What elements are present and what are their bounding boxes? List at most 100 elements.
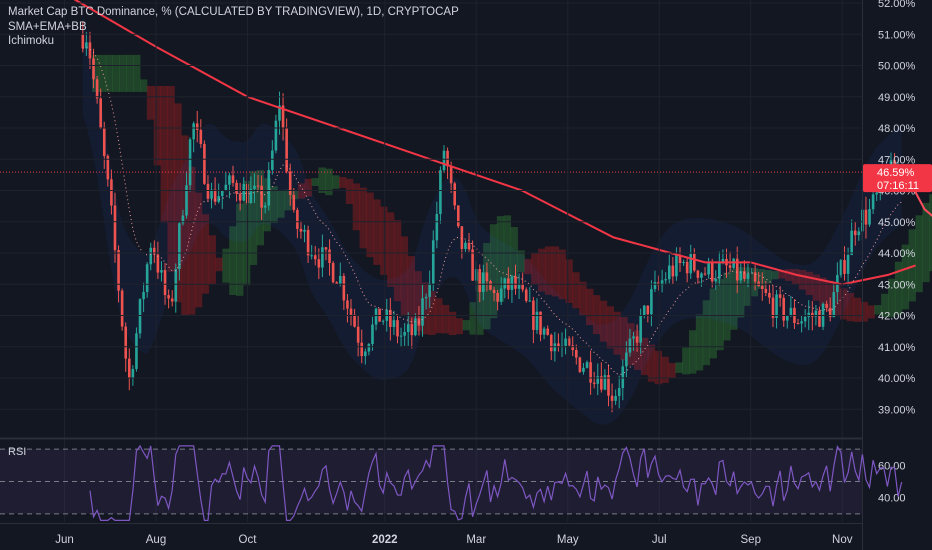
candle-body bbox=[528, 300, 532, 302]
candle-body bbox=[864, 209, 868, 225]
candle-body bbox=[310, 255, 313, 257]
y-tick-label: 48.00% bbox=[878, 123, 916, 135]
cloud-segment bbox=[112, 54, 120, 92]
cloud-segment bbox=[304, 178, 313, 197]
rsi-tick-label: 40.00 bbox=[878, 493, 906, 505]
candle-body bbox=[102, 128, 106, 156]
cloud-segment bbox=[242, 180, 251, 286]
candle-body bbox=[431, 240, 435, 284]
candle-body bbox=[167, 295, 170, 299]
cloud-segment bbox=[524, 259, 532, 275]
candle-body bbox=[467, 242, 471, 250]
candle-body bbox=[825, 303, 828, 309]
candle-body bbox=[614, 396, 617, 401]
cloud-segment bbox=[771, 271, 779, 280]
cloud-segment bbox=[146, 85, 155, 120]
x-tick-label: Nov bbox=[832, 534, 853, 546]
price-tag-box bbox=[863, 164, 932, 193]
candle-body bbox=[689, 253, 693, 274]
candle-body bbox=[317, 259, 321, 268]
candle-body bbox=[535, 311, 539, 330]
cloud-segment bbox=[393, 220, 402, 302]
candle-body bbox=[85, 42, 88, 49]
candle-body bbox=[374, 308, 378, 325]
x-tick-label: Jul bbox=[652, 534, 667, 546]
cloud-segment bbox=[716, 279, 724, 351]
y-tick-label: 40.00% bbox=[878, 373, 916, 385]
moving-averages bbox=[0, 0, 932, 376]
candle-body bbox=[617, 388, 621, 397]
candle-body bbox=[539, 311, 542, 335]
candle-body bbox=[181, 215, 185, 224]
candle-body bbox=[464, 242, 467, 249]
candle-body bbox=[106, 155, 110, 180]
candle-body bbox=[117, 250, 120, 291]
cloud-segment bbox=[839, 288, 848, 320]
cloud-segment bbox=[531, 252, 539, 285]
candle-body bbox=[578, 357, 582, 372]
bollinger-fill bbox=[82, 14, 902, 425]
candle-body bbox=[213, 189, 217, 202]
candle-body bbox=[496, 293, 499, 302]
cloud-segment bbox=[318, 167, 326, 193]
y-tick-label: 42.00% bbox=[878, 311, 916, 323]
candle-body bbox=[721, 258, 725, 263]
candle-body bbox=[549, 334, 553, 352]
candle-body bbox=[178, 223, 181, 269]
cloud-segment bbox=[208, 235, 216, 285]
cloud-segment bbox=[613, 311, 621, 355]
candle-body bbox=[328, 249, 331, 263]
candle-body bbox=[321, 247, 324, 268]
candle-body bbox=[660, 280, 664, 286]
candle-body bbox=[818, 310, 821, 327]
cloud-segment bbox=[785, 269, 793, 281]
cloud-segment bbox=[133, 54, 141, 92]
candle-body bbox=[324, 247, 328, 250]
cloud-segment bbox=[805, 271, 814, 296]
candle-body bbox=[771, 297, 775, 318]
candle-body bbox=[399, 335, 403, 337]
candle-body bbox=[703, 273, 707, 275]
candle-body bbox=[764, 288, 768, 293]
candle-body bbox=[338, 275, 342, 284]
candle-body bbox=[743, 271, 746, 279]
cloud-segment bbox=[551, 246, 560, 297]
candle-body bbox=[557, 343, 560, 347]
cloud-segment bbox=[826, 280, 834, 312]
indicator-sma-ema-bb[interactable]: SMA+EMA+BB bbox=[8, 21, 87, 33]
candle-body bbox=[785, 315, 789, 321]
candle-body bbox=[567, 338, 571, 346]
rsi-pane: 40.00 60.00 bbox=[0, 444, 906, 521]
candle-body bbox=[421, 298, 424, 326]
candle-body bbox=[811, 312, 814, 317]
candle-body bbox=[127, 358, 131, 378]
candle-body bbox=[832, 292, 836, 318]
cloud-segment bbox=[517, 250, 525, 273]
candle-body bbox=[710, 261, 714, 282]
cloud-segment bbox=[592, 295, 601, 335]
cloud-segment bbox=[860, 301, 868, 322]
indicator-ichimoku[interactable]: Ichimoku bbox=[8, 35, 55, 47]
cloud-segment bbox=[579, 281, 587, 316]
x-tick-label: Jun bbox=[55, 534, 74, 546]
candle-body bbox=[607, 375, 610, 396]
y-tick-label: 52.00% bbox=[878, 0, 916, 10]
cloud-segment bbox=[798, 270, 807, 290]
candle-body bbox=[596, 376, 600, 384]
cloud-segment bbox=[730, 268, 738, 330]
candle-body bbox=[135, 333, 138, 369]
candle-body bbox=[553, 343, 557, 352]
candle-body bbox=[482, 272, 485, 293]
cloud-segment bbox=[297, 183, 306, 199]
cloud-segment bbox=[387, 212, 395, 287]
candle-body bbox=[253, 185, 256, 189]
cloud-segment bbox=[702, 300, 711, 366]
candle-body bbox=[800, 321, 803, 324]
candle-body bbox=[138, 299, 142, 334]
candle-body bbox=[582, 367, 585, 372]
cloud-segment bbox=[922, 202, 930, 283]
cloud-segment bbox=[105, 54, 114, 92]
candle-body bbox=[113, 205, 117, 251]
